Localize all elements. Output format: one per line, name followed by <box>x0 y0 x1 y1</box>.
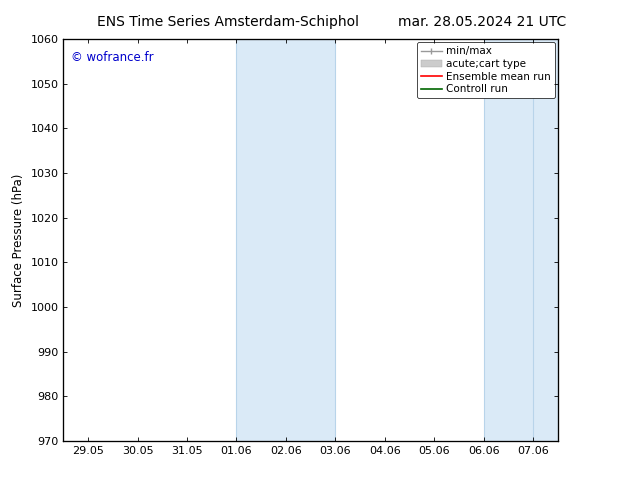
Bar <box>484 39 558 441</box>
Text: ENS Time Series Amsterdam-Schiphol: ENS Time Series Amsterdam-Schiphol <box>97 15 359 29</box>
Legend: min/max, acute;cart type, Ensemble mean run, Controll run: min/max, acute;cart type, Ensemble mean … <box>417 42 555 98</box>
Text: © wofrance.fr: © wofrance.fr <box>71 51 153 64</box>
Bar <box>236 39 335 441</box>
Text: mar. 28.05.2024 21 UTC: mar. 28.05.2024 21 UTC <box>398 15 566 29</box>
Y-axis label: Surface Pressure (hPa): Surface Pressure (hPa) <box>12 173 25 307</box>
